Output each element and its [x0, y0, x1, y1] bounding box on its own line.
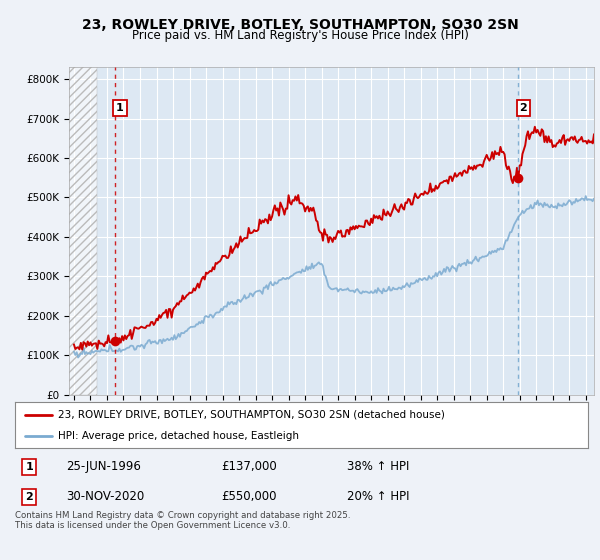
- Text: HPI: Average price, detached house, Eastleigh: HPI: Average price, detached house, East…: [58, 431, 299, 441]
- Text: 2: 2: [520, 103, 527, 113]
- Text: 38% ↑ HPI: 38% ↑ HPI: [347, 460, 410, 473]
- Text: 2: 2: [25, 492, 33, 502]
- Text: 1: 1: [25, 462, 33, 472]
- Text: 30-NOV-2020: 30-NOV-2020: [67, 491, 145, 503]
- Text: 23, ROWLEY DRIVE, BOTLEY, SOUTHAMPTON, SO30 2SN: 23, ROWLEY DRIVE, BOTLEY, SOUTHAMPTON, S…: [82, 18, 518, 32]
- Text: 25-JUN-1996: 25-JUN-1996: [67, 460, 142, 473]
- Text: £550,000: £550,000: [221, 491, 277, 503]
- Bar: [69, 67, 97, 395]
- Text: 1: 1: [116, 103, 124, 113]
- Text: 23, ROWLEY DRIVE, BOTLEY, SOUTHAMPTON, SO30 2SN (detached house): 23, ROWLEY DRIVE, BOTLEY, SOUTHAMPTON, S…: [58, 409, 445, 419]
- Text: £137,000: £137,000: [221, 460, 277, 473]
- Text: Contains HM Land Registry data © Crown copyright and database right 2025.
This d: Contains HM Land Registry data © Crown c…: [15, 511, 350, 530]
- Text: Price paid vs. HM Land Registry's House Price Index (HPI): Price paid vs. HM Land Registry's House …: [131, 29, 469, 42]
- Text: 20% ↑ HPI: 20% ↑ HPI: [347, 491, 410, 503]
